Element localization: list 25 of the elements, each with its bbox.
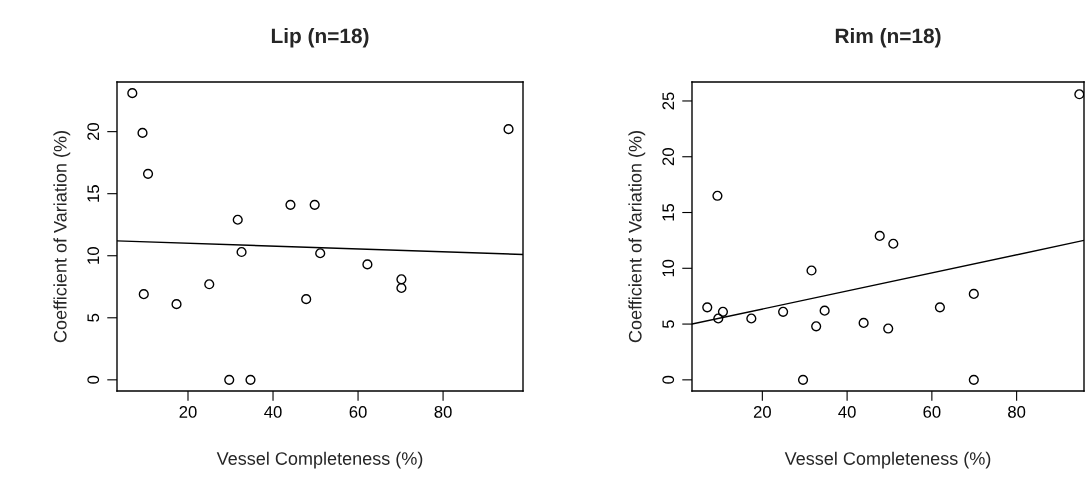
x-tick-label: 40 [838, 406, 856, 418]
y-tick-label: 0 [87, 375, 100, 384]
x-axis-title: Vessel Completeness (%) [216, 451, 423, 469]
x-axis-title: Vessel Completeness (%) [784, 451, 991, 469]
y-tick-label: 10 [662, 259, 675, 277]
x-tick-label: 20 [753, 406, 771, 418]
y-tick-label: 20 [662, 148, 675, 166]
chart-title: Rim (n=18) [835, 28, 941, 48]
y-tick-label: 25 [662, 92, 675, 110]
chart-title: Lip (n=18) [271, 28, 369, 48]
x-tick-label: 80 [434, 406, 452, 418]
x-tick-label: 60 [923, 406, 941, 418]
y-tick-label: 0 [662, 375, 675, 384]
y-tick-label: 10 [87, 247, 100, 264]
y-tick-label: 15 [87, 185, 100, 202]
y-tick-label: 5 [662, 320, 675, 329]
y-tick-label: 20 [87, 123, 100, 141]
x-tick-label: 60 [349, 406, 367, 418]
x-tick-label: 40 [264, 406, 282, 418]
x-tick-label: 20 [179, 406, 197, 418]
y-tick-label: 5 [87, 313, 100, 322]
y-axis-title: Coefficient of Variation (%) [53, 131, 71, 343]
x-tick-label: 80 [1008, 406, 1026, 418]
y-axis-title: Coefficient of Variation (%) [628, 131, 646, 343]
y-tick-label: 15 [662, 203, 675, 221]
